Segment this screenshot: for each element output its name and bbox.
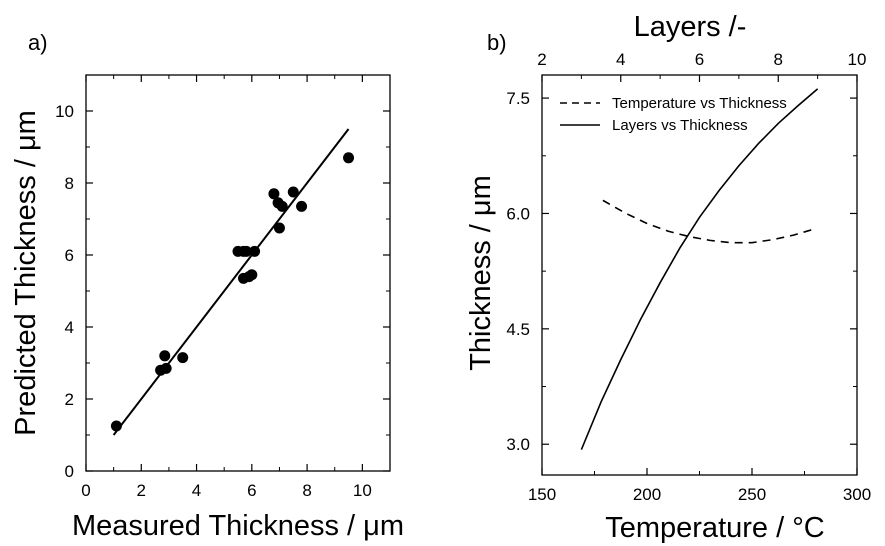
panel-a-y-tick-label: 2 (65, 390, 74, 409)
panel-b-y-tick-label: 4.5 (506, 320, 530, 339)
panel-a-y-tick-label: 10 (55, 102, 74, 121)
panel-a-y-axis-title: Predicted Thickness / μm (10, 110, 42, 436)
panel-b-x-tick-label: 200 (633, 485, 661, 504)
panel-b-top-axis-title: Layers /- (634, 11, 747, 43)
panel-b-y-tick-label: 3.0 (506, 435, 530, 454)
panel-a-x-tick-label: 0 (81, 481, 90, 500)
panel-b-plot-frame (541, 74, 858, 476)
panel-a-y-tick-label: 4 (65, 318, 74, 337)
panel-a-label: a) (28, 30, 48, 55)
panel-a-x-tick-label: 4 (192, 481, 201, 500)
panel-a-x-tick-label: 2 (137, 481, 146, 500)
panel-b-top-tick-label: 10 (848, 50, 867, 69)
panel-b-y-tick-label: 7.5 (506, 89, 530, 108)
panel-b-top-tick-label: 6 (695, 50, 704, 69)
panel-a-x-axis-title: Measured Thickness / μm (72, 510, 404, 542)
panel-a-data-point (276, 200, 288, 212)
panel-a-data-point (246, 269, 258, 281)
panel-a-data-point (159, 350, 171, 362)
panel-a-fit-line-group (112, 128, 350, 436)
panel-b-label: b) (487, 30, 507, 55)
panel-a-data-point (249, 245, 261, 257)
panel-b-ticks: 150 200 250 300 2 4 6 8 10 3.0 4.5 6.0 7.5 (506, 50, 871, 504)
panel-a: 0 2 4 6 8 10 0 2 4 6 8 10 a) Measured Thickness / μ… (10, 30, 404, 542)
legend-label-layers: Layers vs Thickness (612, 117, 748, 134)
panel-a-y-tick-label: 8 (65, 174, 74, 193)
panel-a-points (110, 152, 355, 432)
panel-b-x-axis-title: Temperature / °C (605, 512, 825, 544)
panel-b-top-tick-label: 2 (537, 50, 546, 69)
panel-a-data-point (177, 352, 189, 364)
panel-a-data-point (240, 245, 252, 257)
panel-b-top-tick-label: 8 (774, 50, 783, 69)
panel-a-data-point (160, 362, 172, 374)
panel-a-data-point (287, 186, 299, 198)
panel-a-x-tick-label: 10 (353, 481, 372, 500)
legend-label-temperature: Temperature vs Thickness (612, 95, 787, 112)
panel-b-lines (580, 88, 819, 450)
panel-a-data-point (296, 200, 308, 212)
panel-b-x-tick-label: 300 (843, 485, 871, 504)
panel-b-y-axis-title: Thickness / μm (465, 175, 497, 371)
panel-b-top-tick-label: 4 (616, 50, 625, 69)
panel-a-data-point (273, 222, 285, 234)
panel-b-y-tick-label: 6.0 (506, 204, 530, 223)
panel-a-data-point (110, 420, 122, 432)
panel-a-plot-frame (85, 74, 391, 472)
panel-a-x-tick-label: 6 (247, 481, 256, 500)
panel-b-x-tick-label: 250 (738, 485, 766, 504)
panel-a-data-point (343, 152, 355, 164)
panel-b: 150 200 250 300 2 4 6 8 10 3.0 4.5 6.0 7.5 Temperatu… (465, 11, 871, 544)
series-layers-vs-thickness-line (580, 88, 819, 450)
series-temperature-vs-thickness-line (602, 199, 816, 244)
panel-a-y-tick-label: 0 (65, 462, 74, 481)
panel-b-legend: Temperature vs Thickness Layers vs Thick… (560, 95, 787, 134)
panel-a-ticks: 0 2 4 6 8 10 0 2 4 6 8 10 (55, 75, 390, 500)
panel-a-fit-line (112, 128, 350, 436)
panel-a-x-tick-label: 8 (302, 481, 311, 500)
panel-b-x-tick-label: 150 (528, 485, 556, 504)
panel-a-y-tick-label: 6 (65, 246, 74, 265)
panel-a-data-point (268, 188, 280, 200)
